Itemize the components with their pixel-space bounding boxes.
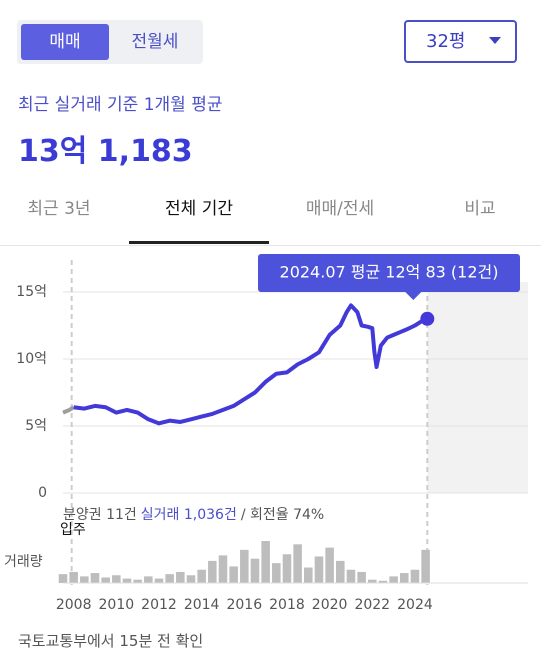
tooltip-pointer [405, 292, 422, 300]
x-tick-label: 2010 [99, 597, 135, 613]
volume-bar [90, 573, 100, 583]
period-tab[interactable]: 비교 [464, 199, 496, 219]
volume-bar [208, 560, 217, 583]
volume-bar [378, 580, 388, 583]
tooltip-box [258, 254, 520, 292]
size-select[interactable]: 32평 [404, 20, 517, 63]
future-area [427, 282, 528, 493]
period-tab[interactable]: 최근 3년 [27, 199, 91, 219]
volume-bar [154, 578, 164, 583]
x-tick-label: 2016 [226, 597, 262, 613]
volume-bar [186, 575, 196, 583]
volume-bar [421, 549, 430, 583]
trade-summary-part: 실거래 1,036건 [141, 507, 237, 523]
volume-bar [197, 569, 206, 583]
footer: 국토교통부에서 15분 전 확인 [18, 632, 204, 650]
volume-bar [389, 576, 398, 583]
volume-bar [122, 578, 132, 583]
volume-bar [400, 573, 409, 583]
x-tick-label: 2024 [397, 597, 433, 613]
current-point [420, 311, 435, 326]
volume-bar [112, 575, 121, 583]
volume-bar [229, 566, 238, 583]
volume-bar [336, 560, 345, 583]
x-tick-label: 2018 [269, 597, 305, 613]
volume-bar [410, 569, 420, 583]
volume-bar [133, 579, 142, 583]
trade-summary-part: / 회전율 74% [241, 507, 324, 523]
move-in-label: 입주 [60, 522, 86, 538]
deal-tab[interactable]: 전월세 [131, 32, 179, 52]
summary-label: 최근 실거래 기준 1개월 평균 [18, 95, 223, 115]
trade-summary: 분양권 11건 실거래 1,036건 / 회전율 74% [63, 507, 324, 523]
volume-bar [218, 555, 228, 583]
summary-value: 13억 1,183 [18, 134, 193, 169]
volume-bar [357, 571, 366, 583]
x-tick-label: 2020 [312, 597, 348, 613]
volume-bar [314, 556, 324, 583]
x-tick-label: 2012 [141, 597, 177, 613]
volume-bar [144, 576, 153, 583]
volume-bar [346, 569, 356, 583]
period-tab[interactable]: 매매/전세 [305, 199, 375, 219]
volume-label: 거래량 [4, 554, 43, 570]
price-line [73, 303, 429, 426]
volume-bar [69, 571, 78, 583]
volume-bar [250, 558, 260, 583]
y-tick-label: 10억 [16, 351, 47, 367]
chart: 0 5억 10억 15억 2008 2010 2012 2014 2016 2018 2020 202… [4, 254, 528, 613]
period-tab[interactable]: 전체 기간 [129, 185, 269, 244]
period-tabs: 최근 3년 전체 기간 매매/전세 비교 [0, 185, 541, 246]
tooltip-text: 2024.07 평균 12억 83 (12건) [280, 263, 499, 282]
volume-bar [240, 549, 249, 583]
volume-bar [325, 547, 334, 583]
x-tick-label: 2008 [56, 597, 92, 613]
deal-tab[interactable]: 매매 [21, 24, 109, 60]
volume-bar [261, 541, 270, 583]
volume-bar [176, 571, 185, 583]
deal-toggle: 매매 전월세 [17, 20, 203, 64]
volume-bar [282, 554, 292, 583]
trade-summary-part: 분양권 11건 [63, 507, 137, 523]
volume-bar [293, 544, 302, 583]
y-tick-label: 5억 [25, 418, 47, 434]
y-tick-label: 15억 [16, 284, 47, 300]
volume-bar [304, 567, 313, 583]
x-tick-label: 2022 [354, 597, 390, 613]
volume-bar [58, 574, 68, 583]
y-tick-label: 0 [38, 485, 47, 501]
volume-bar [101, 577, 110, 583]
volume-bar [80, 576, 89, 583]
volume-bar [165, 574, 174, 583]
volume-bar [368, 579, 377, 583]
volume-bar [272, 563, 281, 583]
price-line [62, 405, 75, 415]
x-tick-label: 2014 [184, 597, 220, 613]
